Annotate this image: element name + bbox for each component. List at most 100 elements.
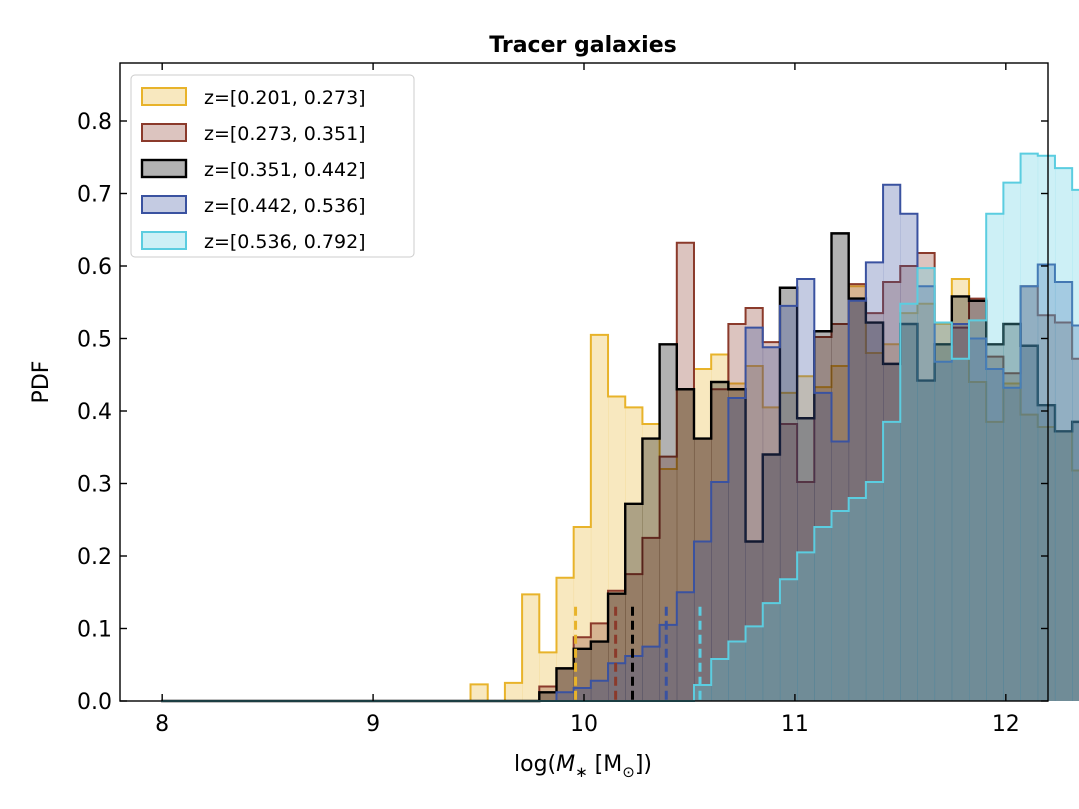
- plot-frame: [119, 62, 1049, 702]
- x-tick-label: 8: [155, 712, 169, 737]
- histogram-bin: [1037, 315, 1056, 701]
- x-axis-label: log(M∗ [M⊙]): [514, 752, 652, 781]
- histogram-bin: [831, 233, 850, 701]
- histogram-bin: [814, 387, 832, 701]
- histogram-bin: [1020, 345, 1039, 701]
- histogram-bin: [608, 593, 626, 701]
- legend-swatch: [141, 123, 187, 142]
- histogram-bin: [1054, 431, 1073, 701]
- histogram-bin: [659, 469, 678, 701]
- histogram-bin: [1003, 324, 1021, 701]
- x-axis-label-var: M: [556, 752, 575, 777]
- histogram-bin: [762, 603, 781, 701]
- legend-label: z=[0.442, 0.536]: [204, 195, 366, 217]
- histogram-bin: [865, 313, 884, 701]
- histogram-bin: [693, 685, 712, 701]
- histogram-bin: [1003, 383, 1021, 701]
- histogram-bin: [1054, 431, 1073, 701]
- y-tick-label: 0.8: [77, 110, 112, 135]
- x-axis-label-sub: ∗: [575, 763, 588, 781]
- histogram-bin: [951, 296, 970, 701]
- histogram-bin: [573, 687, 592, 701]
- histogram-bin: [659, 344, 678, 701]
- histogram-bin: [728, 641, 746, 701]
- y-tick-label: 0.2: [77, 545, 112, 570]
- histogram-bin: [917, 268, 936, 701]
- histogram-bin: [1037, 426, 1056, 701]
- histogram-bin: [556, 577, 575, 701]
- histogram-bin: [1072, 421, 1079, 701]
- histogram-bin: [797, 376, 815, 701]
- histogram-bin: [814, 337, 832, 701]
- y-tick-label: 0.3: [77, 473, 112, 498]
- histogram-bin: [848, 298, 867, 701]
- y-tick-label: 0.0: [77, 690, 112, 715]
- histogram-bin: [883, 363, 901, 701]
- histogram-bin: [625, 574, 643, 701]
- legend-item: z=[0.351, 0.442]: [140, 158, 366, 181]
- histogram-bin: [986, 368, 1004, 701]
- x-tick-label: 11: [781, 712, 809, 737]
- histogram-bin: [693, 368, 712, 701]
- histogram-bin: [539, 652, 557, 701]
- histogram-bin: [573, 637, 592, 701]
- histogram-bin: [797, 482, 815, 701]
- histogram-bin: [831, 366, 850, 701]
- histogram-bin: [573, 527, 592, 701]
- histogram-bin: [659, 624, 678, 701]
- histogram-bin: [831, 324, 850, 701]
- x-tick-label: 10: [570, 712, 598, 737]
- x-tick-label: 9: [366, 712, 380, 737]
- x-axis-label-unit: [M: [588, 752, 623, 777]
- series-2: [161, 241, 1079, 702]
- histogram-bin: [1037, 405, 1056, 701]
- histogram-bin: [917, 380, 936, 701]
- histogram-bin: [1072, 358, 1079, 701]
- histogram-series-group: [161, 152, 1079, 703]
- histogram-bin: [762, 407, 781, 701]
- x-axis-label-prefix: log(: [514, 752, 556, 777]
- histogram-bin: [676, 592, 695, 701]
- histogram-bin: [779, 392, 798, 701]
- histogram-bin: [900, 266, 918, 701]
- histogram-bin: [590, 334, 609, 701]
- histogram-bin: [1072, 325, 1079, 701]
- histogram-bin: [590, 680, 609, 701]
- histogram-bin: [676, 242, 695, 702]
- legend-item: z=[0.536, 0.792]: [141, 231, 366, 253]
- histogram-bin: [779, 579, 798, 701]
- histogram-bin: [951, 327, 970, 701]
- histogram-bin: [865, 353, 884, 701]
- histogram-bin: [711, 658, 729, 701]
- histogram-bin: [693, 438, 712, 701]
- histogram-bin: [969, 300, 987, 701]
- histogram-bin: [728, 324, 746, 701]
- histogram-bin: [900, 213, 918, 702]
- histogram-bin: [693, 541, 712, 701]
- histogram-bin: [711, 382, 729, 701]
- histogram-bin: [745, 626, 764, 701]
- histogram-bin: [917, 286, 936, 701]
- histogram-bin: [883, 184, 901, 702]
- histogram-bin: [728, 397, 746, 701]
- legend-swatch: [140, 158, 188, 179]
- histogram-bin: [762, 342, 781, 701]
- histogram-bin: [797, 552, 815, 701]
- histogram-bin: [1020, 153, 1039, 701]
- histogram-bin: [934, 324, 953, 701]
- histogram-bin: [814, 392, 832, 701]
- histogram-bin: [728, 383, 746, 701]
- legend-label: z=[0.273, 0.351]: [204, 123, 366, 145]
- histogram-bin: [745, 308, 764, 701]
- histogram-bin: [969, 382, 987, 701]
- histogram-bin: [883, 421, 901, 701]
- histogram-bin: [745, 541, 764, 701]
- histogram-bin: [831, 441, 850, 701]
- histogram-bin: [848, 286, 867, 701]
- histogram-bin: [1003, 182, 1021, 701]
- series-5: [161, 152, 1079, 702]
- histogram-bin: [504, 682, 523, 701]
- legend-label: z=[0.536, 0.792]: [204, 231, 366, 253]
- histogram-bin: [986, 344, 1004, 701]
